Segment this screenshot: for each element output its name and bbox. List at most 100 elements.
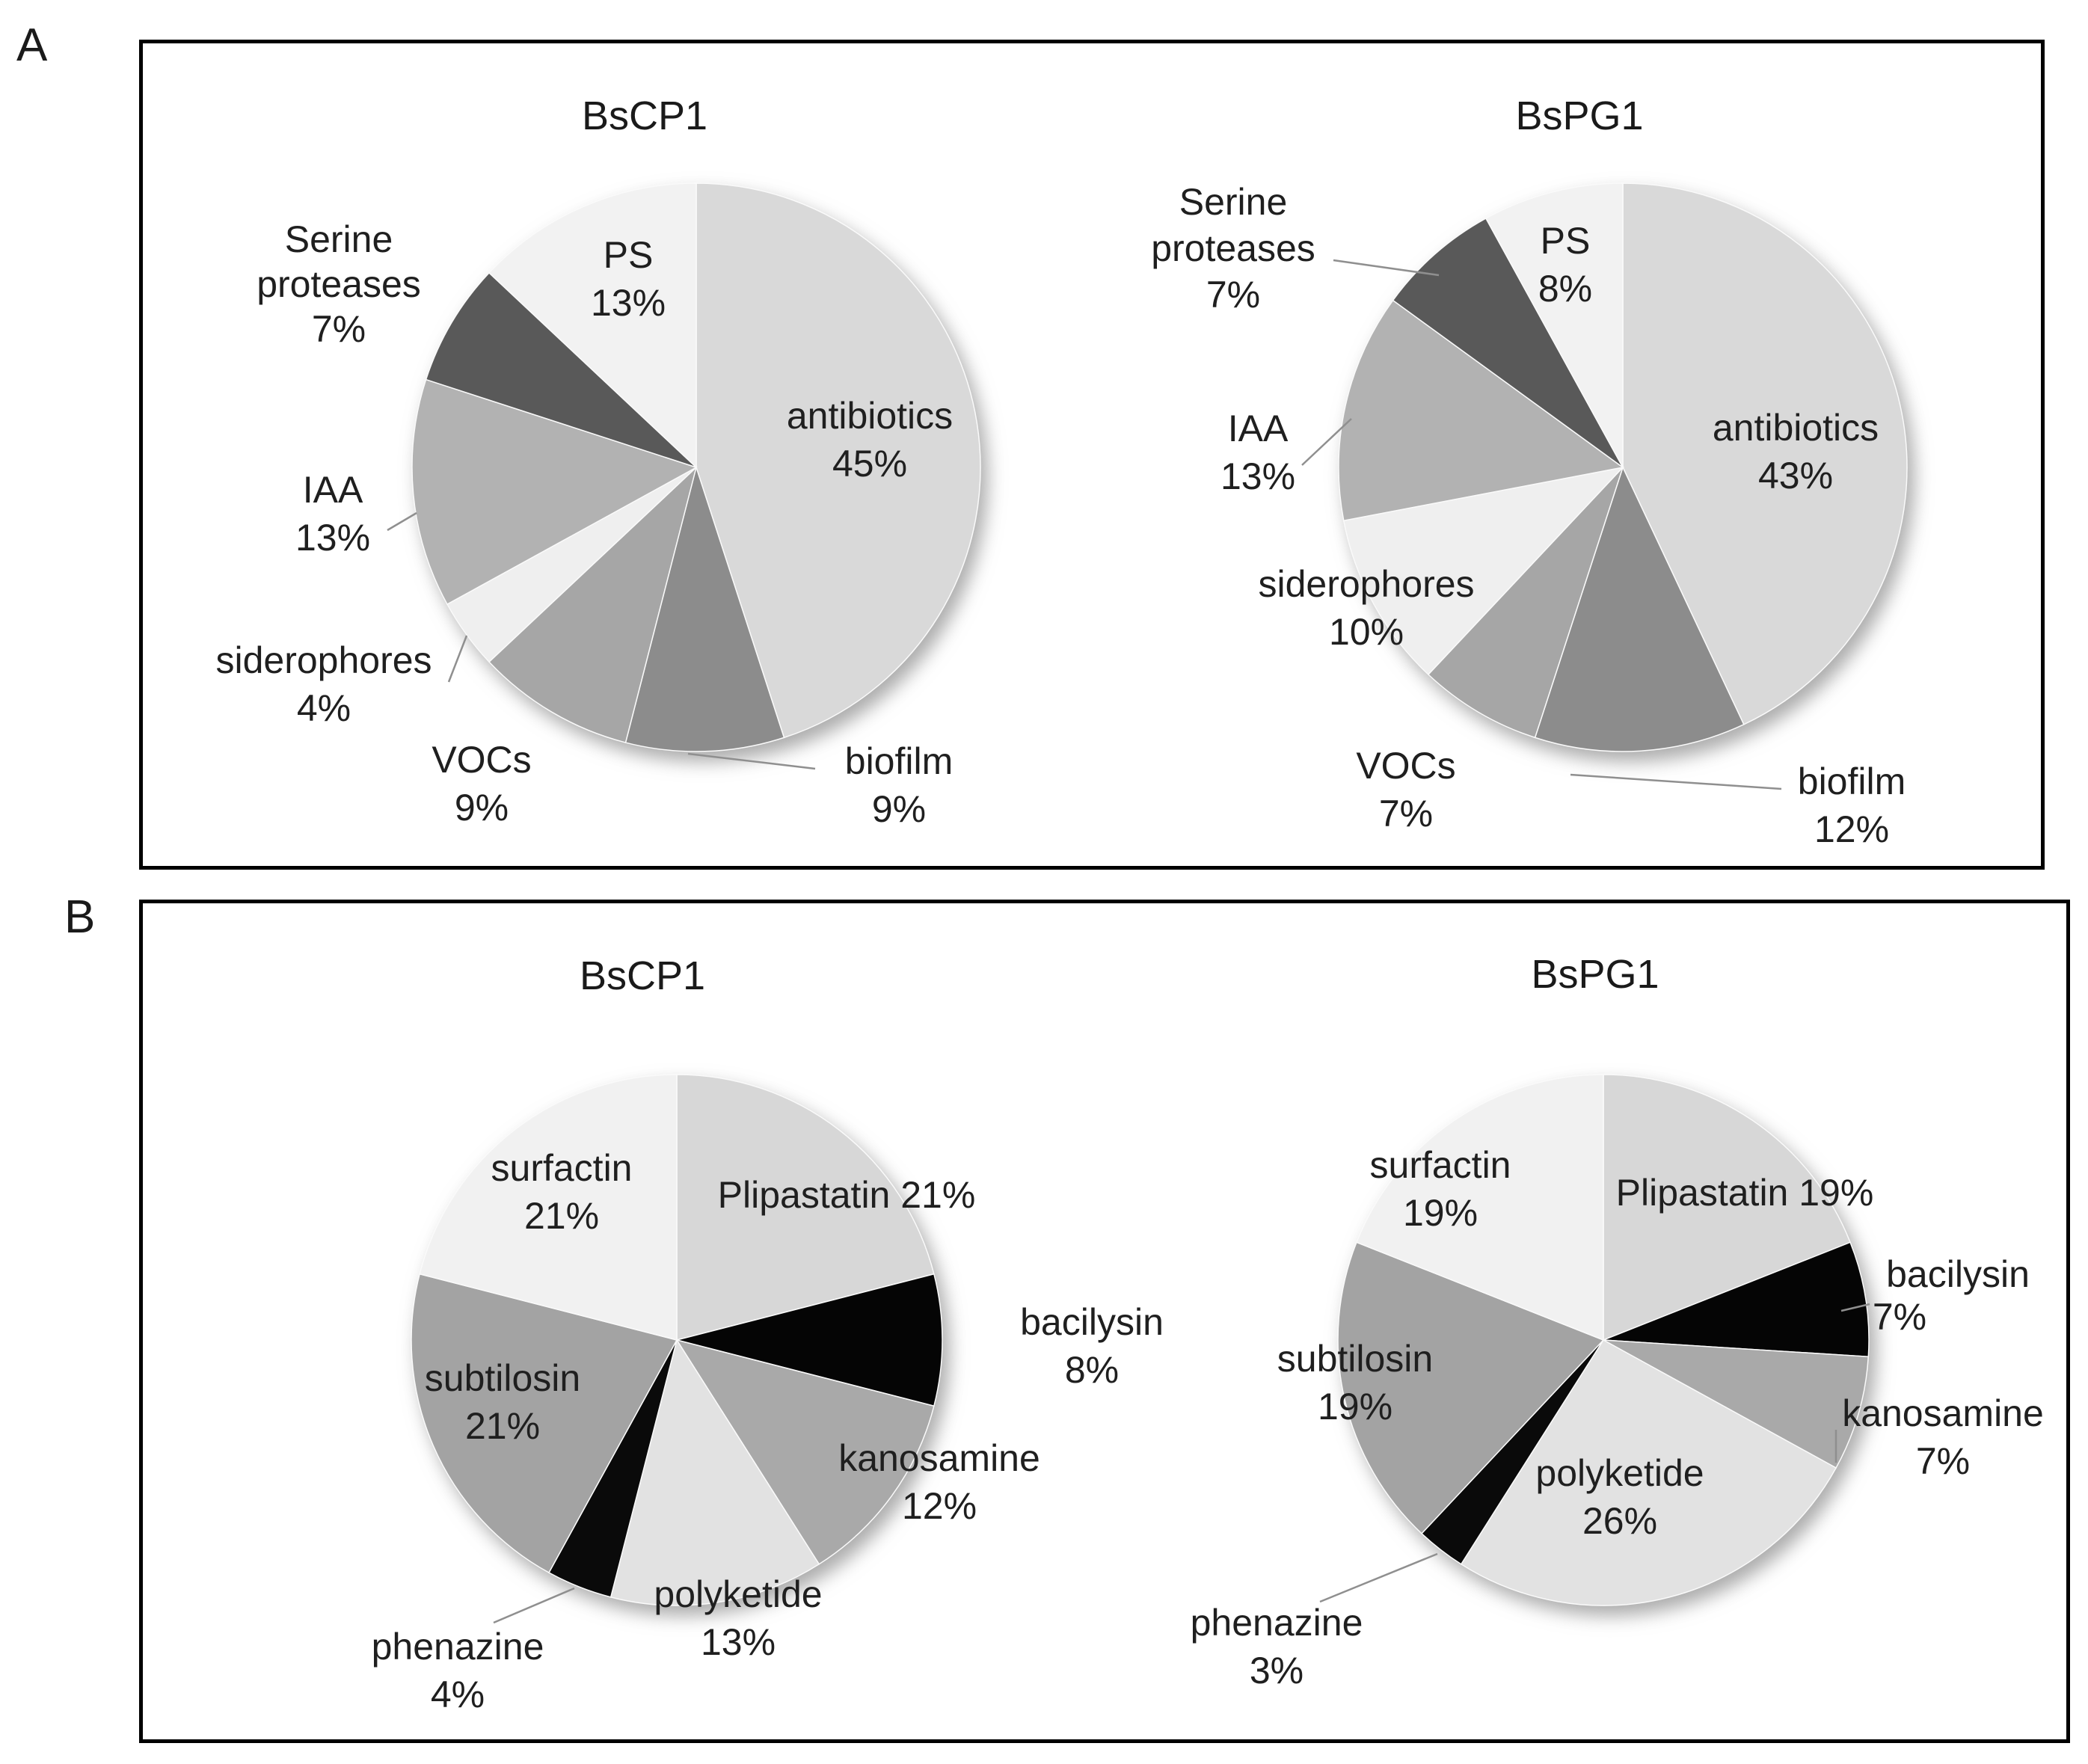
slice-label-subtilosin-line1: subtilosin xyxy=(1277,1338,1434,1380)
pie-slice-bacilysin xyxy=(1603,1241,1870,1358)
slice-label-biofilm-line2: 12% xyxy=(1814,808,1890,850)
slice-label-vocs-line1: VOCs xyxy=(1356,745,1456,787)
slice-label-kanosamine-line1: kanosamine xyxy=(838,1437,1040,1479)
pie-slice-biofilm xyxy=(1534,465,1745,752)
slice-label-siderophores-line1: siderophores xyxy=(1258,563,1475,605)
slice-label-siderophores-line2: 10% xyxy=(1328,611,1404,653)
slice-label-iaa-line1: IAA xyxy=(1227,408,1289,449)
slice-label-subtilosin-line2: 19% xyxy=(1317,1386,1393,1428)
slice-label-serine-proteases-line1: Serine xyxy=(284,218,393,260)
slice-label-iaa-line1: IAA xyxy=(302,469,363,511)
chart-title-a_bscp1: BsCP1 xyxy=(581,93,708,138)
pie-slice-serine-proteases xyxy=(1392,217,1624,468)
slice-label-iaa-line2: 13% xyxy=(295,517,371,559)
panel-b-letter: B xyxy=(64,891,96,943)
slice-label-surfactin-line1: surfactin xyxy=(491,1147,633,1189)
slice-label-serine-proteases-line2: proteases xyxy=(1151,227,1315,269)
slice-label-antibiotics-line1: antibiotics xyxy=(1712,407,1879,449)
phenazine-leader-line xyxy=(1319,1552,1438,1603)
slice-label-kanosamine-line2: 7% xyxy=(1915,1440,1971,1482)
slice-label-bacilysin-line2: 8% xyxy=(1064,1349,1120,1391)
pie-slice-subtilosin xyxy=(1337,1241,1605,1534)
slice-label-bacilysin-line1: bacilysin xyxy=(1886,1253,2030,1295)
slice-label-ps-line2: 8% xyxy=(1538,268,1593,310)
pie-slice-iaa xyxy=(1338,299,1624,522)
slice-label-serine-proteases-line2: proteases xyxy=(257,263,421,305)
chart-title-a_bspg1: BsPG1 xyxy=(1515,93,1644,138)
slice-label-biofilm-line1: biofilm xyxy=(1797,760,1906,802)
serine-proteases-leader-line xyxy=(1333,259,1440,277)
slice-label-biofilm-line1: biofilm xyxy=(844,740,954,782)
pie-a_bspg1 xyxy=(1338,182,1908,752)
slice-label-polyketide-line1: polyketide xyxy=(654,1573,823,1615)
slice-label-polyketide-line2: 13% xyxy=(700,1621,776,1663)
pie-slice-subtilosin xyxy=(411,1273,678,1574)
slice-label-vocs-line1: VOCs xyxy=(432,739,532,781)
chart-title-b_bscp1: BsCP1 xyxy=(579,953,706,998)
pie-slice-surfactin xyxy=(419,1074,678,1341)
slice-label-phenazine-line1: phenazine xyxy=(371,1626,544,1668)
pie-b_bspg1 xyxy=(1337,1074,1870,1606)
pie-slice-kanosamine xyxy=(675,1339,935,1565)
slice-label-siderophores-line1: siderophores xyxy=(215,639,432,681)
slice-label-bacilysin-line1: bacilysin xyxy=(1020,1301,1164,1343)
slice-label-subtilosin-line1: subtilosin xyxy=(424,1357,581,1399)
pie-slice-vocs xyxy=(1427,467,1624,739)
slice-label-plipastatin-line1: Plipastatin 21% xyxy=(717,1174,976,1216)
pie-slice-plipastatin xyxy=(676,1074,935,1341)
pie-slice-kanosamine xyxy=(1603,1339,1870,1469)
pie-slice-iaa xyxy=(411,378,698,606)
slice-label-antibiotics-line2: 45% xyxy=(832,443,908,485)
slice-label-ps-line2: 13% xyxy=(590,282,666,324)
slice-label-polyketide-line2: 26% xyxy=(1582,1500,1658,1542)
slice-label-biofilm-line2: 9% xyxy=(871,788,927,830)
pie-slice-biofilm xyxy=(624,465,785,752)
slice-label-siderophores-line2: 4% xyxy=(296,687,351,729)
pie-slice-antibiotics xyxy=(1622,182,1908,725)
pie-slice-polyketide xyxy=(1460,1339,1837,1606)
slice-label-serine-proteases-line1: Serine xyxy=(1179,181,1288,223)
slice-label-bacilysin-line2: 7% xyxy=(1872,1296,1927,1338)
pie-slice-surfactin xyxy=(1355,1074,1604,1342)
pie-slice-siderophores xyxy=(1342,466,1625,676)
slice-label-phenazine-line2: 3% xyxy=(1249,1650,1304,1691)
IAA-leader-line xyxy=(387,511,417,532)
slice-label-antibiotics-line1: antibiotics xyxy=(786,395,954,437)
slice-label-ps-line1: PS xyxy=(1540,220,1591,262)
pie-slice-antibiotics xyxy=(696,182,981,739)
biofilm-leader-line xyxy=(1570,773,1782,790)
slice-label-phenazine-line1: phenazine xyxy=(1190,1602,1363,1644)
slice-label-vocs-line2: 7% xyxy=(1378,793,1434,835)
slice-label-ps-line1: PS xyxy=(603,234,654,276)
panel-a-letter: A xyxy=(16,19,48,71)
slice-label-surfactin-line2: 21% xyxy=(523,1195,600,1237)
slice-label-serine-proteases-line3: 7% xyxy=(311,308,366,350)
slice-label-kanosamine-line2: 12% xyxy=(901,1485,977,1527)
slice-label-serine-proteases-line3: 7% xyxy=(1206,274,1261,316)
slice-label-iaa-line2: 13% xyxy=(1220,455,1296,497)
pie-slice-bacilysin xyxy=(676,1273,943,1407)
pie-slice-ps xyxy=(488,182,697,469)
slice-label-polyketide-line1: polyketide xyxy=(1535,1452,1704,1494)
slice-label-phenazine-line2: 4% xyxy=(430,1674,485,1715)
pie-slice-polyketide xyxy=(609,1339,820,1606)
bacilysin-leader-line xyxy=(1840,1303,1870,1312)
slice-label-kanosamine-line1: kanosamine xyxy=(1842,1392,2044,1434)
slice-label-surfactin-line1: surfactin xyxy=(1369,1144,1511,1186)
phenazine-leader-line xyxy=(493,1587,575,1624)
slice-label-antibiotics-line2: 43% xyxy=(1757,455,1834,497)
pie-a_bscp1 xyxy=(411,182,981,752)
slice-label-vocs-line2: 9% xyxy=(454,787,509,829)
biofilm-leader-line xyxy=(687,752,816,770)
panel-b-box xyxy=(139,900,2070,1743)
slice-label-plipastatin-line1: Plipastatin 19% xyxy=(1615,1172,1874,1214)
slice-label-surfactin-line2: 19% xyxy=(1402,1192,1479,1234)
pie-slice-serine-proteases xyxy=(425,271,697,468)
panel-a-box xyxy=(139,40,2045,870)
pie-slice-plipastatin xyxy=(1603,1074,1852,1342)
chart-title-b_bspg1: BsPG1 xyxy=(1531,952,1659,997)
pie-slice-ps xyxy=(1484,182,1624,468)
IAA-leader-line xyxy=(1301,418,1352,466)
